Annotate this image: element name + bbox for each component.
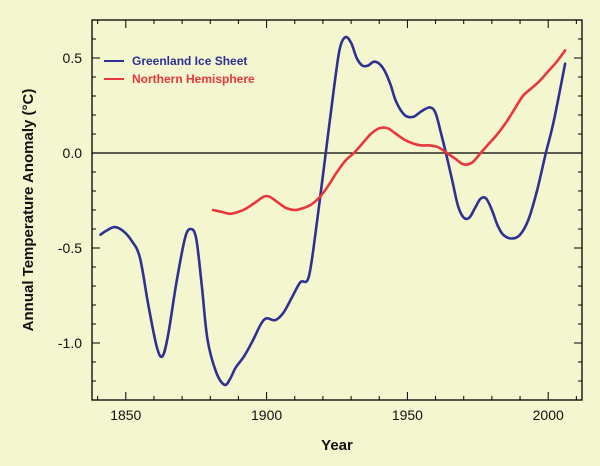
y-tick-label: -1.0 <box>58 335 82 351</box>
axis-ticks <box>92 20 582 400</box>
legend: Greenland Ice Sheet Northern Hemisphere <box>104 54 255 86</box>
series-lines <box>99 35 567 387</box>
x-axis-title: Year <box>321 437 353 454</box>
x-tick-label: 2000 <box>533 407 564 423</box>
series-line-greenland-ice-sheet <box>99 35 567 387</box>
axis-tick-labels: 1850 1900 1950 2000 -1.0 -0.5 0.0 0.5 <box>58 50 564 423</box>
x-tick-label: 1950 <box>392 407 423 423</box>
x-tick-label: 1850 <box>110 407 141 423</box>
x-tick-label: 1900 <box>251 407 282 423</box>
y-axis-title: Annual Temperature Anomaly (°C) <box>20 89 37 332</box>
legend-label-greenland: Greenland Ice Sheet <box>132 54 247 68</box>
y-tick-label: 0.0 <box>63 145 83 161</box>
legend-label-northern-hemisphere: Northern Hemisphere <box>132 72 255 86</box>
y-tick-label: -0.5 <box>58 240 82 256</box>
series-line-northern-hemisphere <box>211 49 567 216</box>
y-tick-label: 0.5 <box>63 50 83 66</box>
